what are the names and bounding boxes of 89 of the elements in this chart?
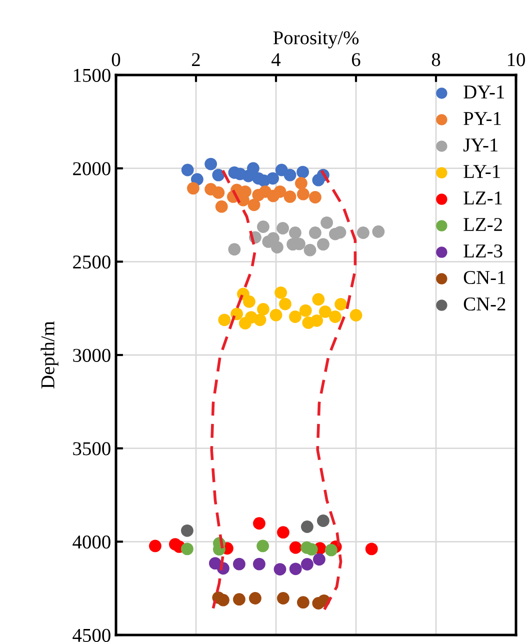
y-tick-label: 1500: [74, 68, 110, 82]
y-tick-label: 3000: [73, 348, 110, 362]
point: [212, 168, 225, 182]
point: [296, 188, 310, 200]
x-tick-label: 10: [508, 53, 525, 66]
point: [312, 293, 325, 306]
point: [270, 308, 282, 322]
point: [254, 314, 266, 326]
point: [180, 524, 194, 537]
point: [276, 222, 290, 234]
line-series: [210, 169, 257, 610]
point: [372, 225, 385, 238]
point: [350, 309, 362, 322]
point: [274, 563, 286, 576]
point: [256, 220, 270, 233]
legend-label: LZ-1: [464, 192, 502, 204]
legend-label: CN-2: [464, 297, 506, 311]
x-tick-label: 8: [432, 53, 440, 66]
x-tick-label: 6: [352, 53, 360, 66]
point: [289, 562, 302, 576]
point: [180, 542, 194, 556]
point: [316, 514, 330, 527]
point: [248, 198, 260, 212]
point: [278, 298, 292, 310]
point: [296, 166, 310, 178]
point: [312, 553, 326, 566]
point: [300, 520, 314, 533]
point: [289, 541, 302, 554]
x-tick-label: 2: [192, 53, 200, 66]
point: [276, 526, 290, 539]
point: [320, 216, 334, 229]
point: [308, 191, 322, 204]
point: [310, 314, 324, 327]
point: [232, 593, 246, 606]
point: [308, 226, 322, 239]
point: [316, 238, 330, 251]
point: [274, 286, 288, 299]
y-tick-label: 2500: [73, 255, 110, 269]
x-axis-title: Porosity/%: [273, 31, 359, 48]
point: [218, 314, 231, 326]
y-tick-label: 2000: [73, 162, 110, 176]
point: [246, 162, 260, 175]
point: [215, 200, 228, 213]
point: [318, 305, 332, 318]
y-axis-title: Depth/m: [40, 321, 58, 388]
point: [299, 304, 312, 317]
point: [256, 303, 270, 316]
point: [252, 517, 266, 530]
point: [248, 592, 262, 604]
point: [324, 544, 338, 556]
point: [365, 542, 378, 556]
point: [274, 185, 286, 198]
point: [288, 226, 302, 239]
point: [186, 182, 200, 195]
x-tick-label: 4: [272, 53, 281, 66]
point: [212, 186, 225, 199]
legend-label: JY-1: [463, 138, 498, 152]
point: [270, 241, 284, 254]
point: [232, 558, 246, 570]
legend-label: LZ-3: [464, 244, 502, 258]
point: [256, 540, 270, 552]
point: [300, 558, 314, 570]
point: [328, 310, 342, 323]
point: [252, 558, 266, 570]
point: [294, 177, 308, 190]
legend-label: LZ-2: [464, 218, 502, 231]
y-tick-label: 4500: [72, 628, 110, 642]
legend-label: PY-1: [464, 112, 501, 125]
legend-label: DY-1: [464, 85, 504, 98]
y-tick-label: 3500: [73, 442, 110, 456]
point: [276, 592, 290, 604]
point: [296, 596, 310, 609]
point: [148, 540, 162, 552]
point: [284, 168, 296, 182]
point: [204, 158, 218, 170]
legend-label: LY-1: [464, 165, 500, 178]
point: [356, 226, 370, 239]
point: [216, 594, 230, 606]
point: [334, 298, 348, 310]
point: [266, 172, 280, 185]
legend-label: CN-1: [464, 270, 506, 284]
point: [228, 243, 241, 256]
y-tick-label: 4000: [72, 535, 110, 549]
point: [288, 310, 302, 323]
point: [181, 164, 194, 176]
x-tick-label: 0: [112, 53, 120, 66]
point: [242, 295, 256, 308]
point: [284, 190, 296, 203]
point: [304, 244, 316, 256]
